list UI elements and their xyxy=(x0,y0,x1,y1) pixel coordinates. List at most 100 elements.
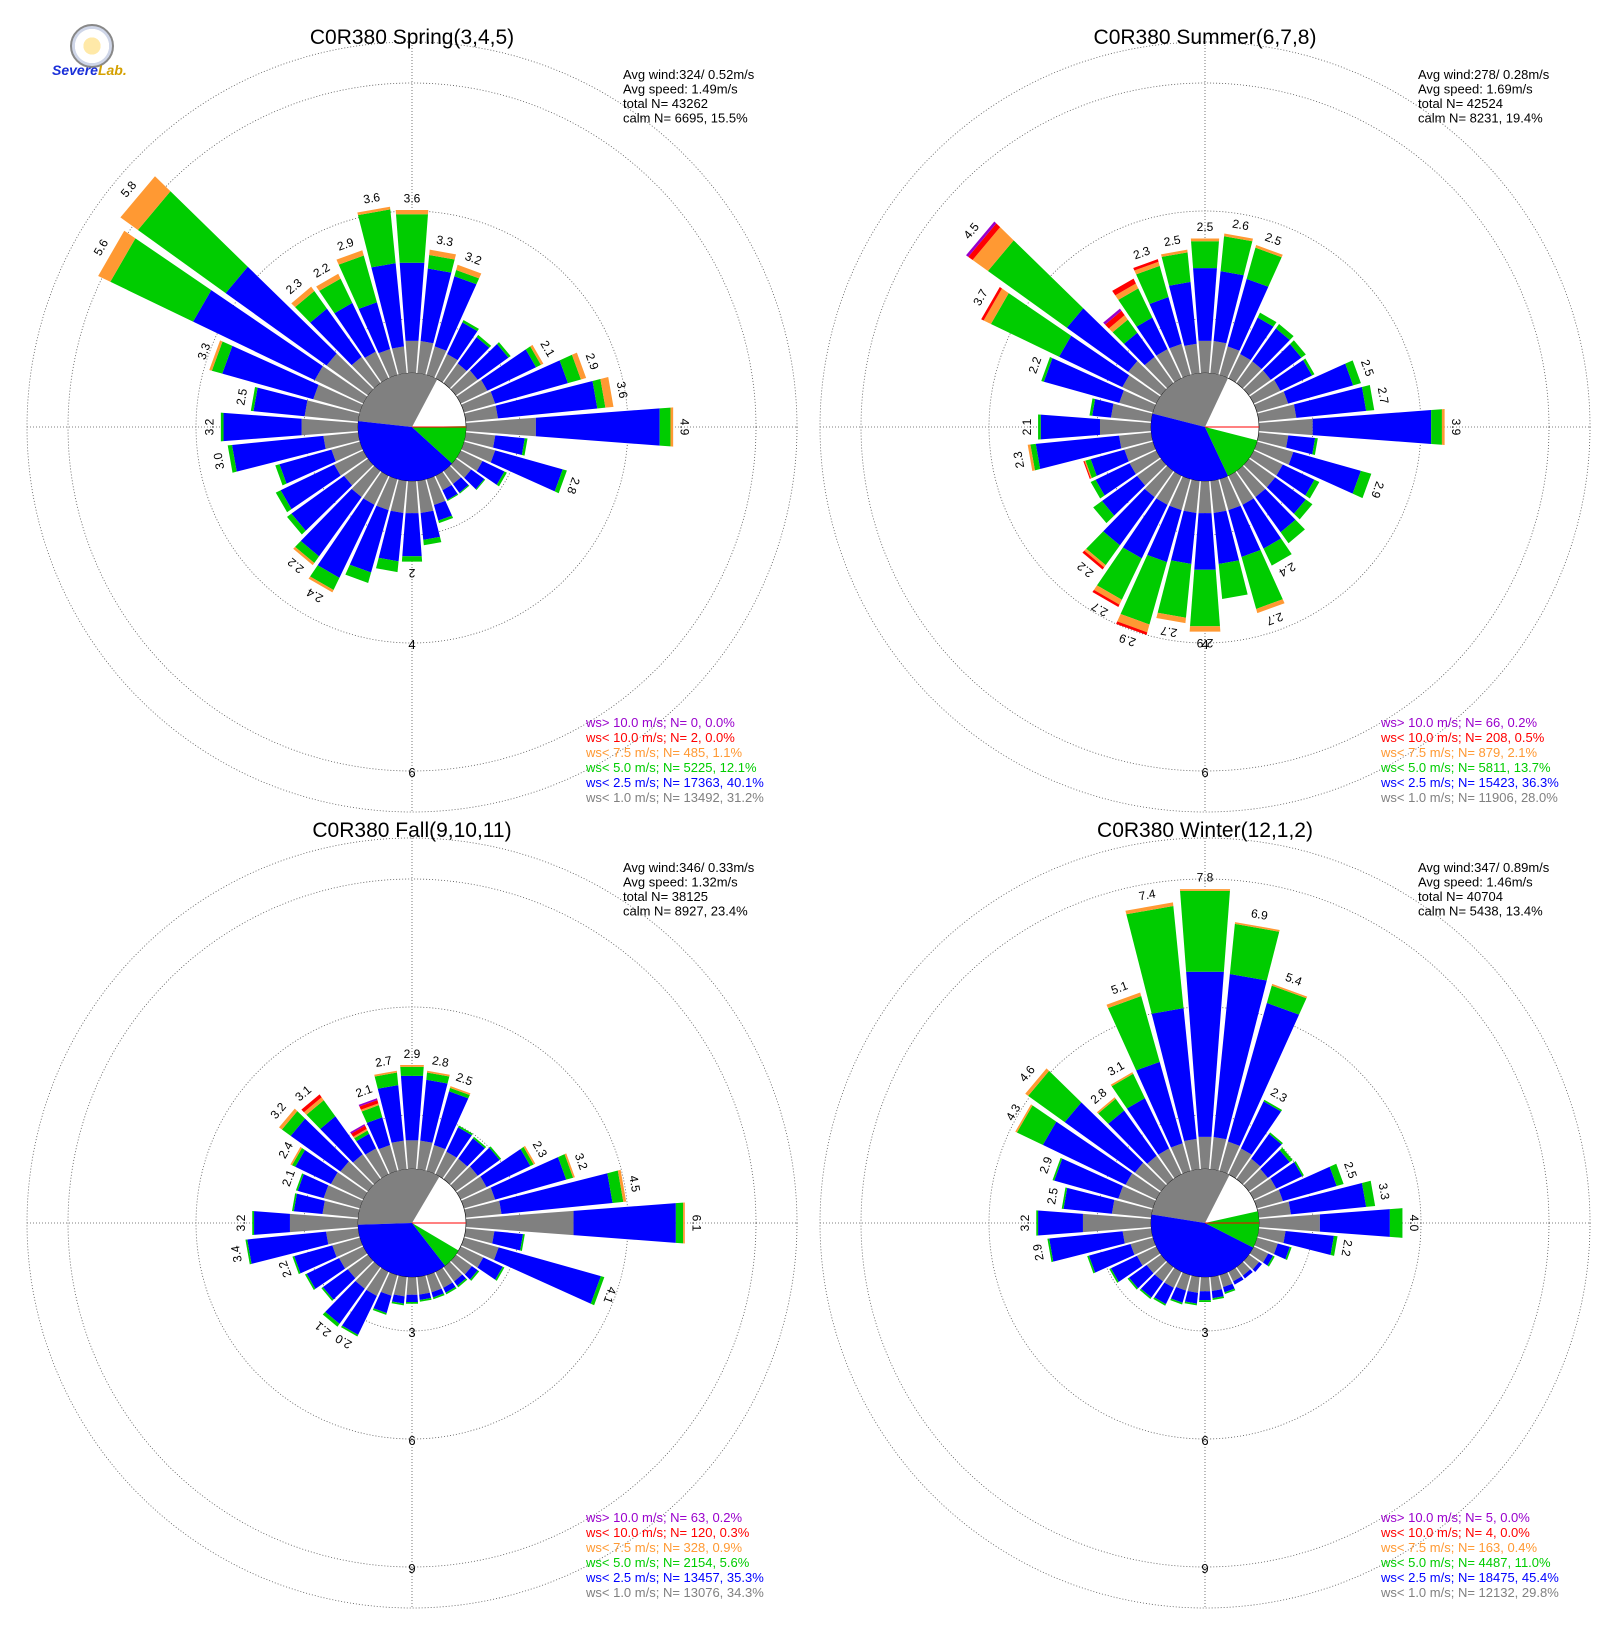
sector-bar-segment xyxy=(571,352,587,380)
sector-bar-segment xyxy=(1158,1148,1182,1179)
sector-bar-segment xyxy=(1190,569,1220,627)
sector-bar-segment xyxy=(1243,1168,1268,1192)
sector-bar-segment xyxy=(1101,475,1146,516)
sector-bar-segment xyxy=(461,1187,496,1209)
sector-bar-segment xyxy=(1093,585,1122,605)
sector-bar-segment xyxy=(1137,458,1167,486)
sector-bar-segment xyxy=(1133,259,1159,271)
sector-bar-segment xyxy=(417,1140,433,1171)
sector-bar-segment xyxy=(1184,343,1200,375)
sector-bar-segment xyxy=(1305,479,1320,499)
sector-bar-segment xyxy=(120,176,171,231)
sector-bar-segment xyxy=(400,1066,424,1076)
bar-label: 3.6 xyxy=(614,381,631,400)
sector-bar-segment xyxy=(1186,971,1224,1137)
windrose-panel: 2462.52.62.52.52.73.92.92.42.72.92.72.92… xyxy=(819,26,1591,813)
sector-bar-segment xyxy=(464,432,496,448)
sector-bar-segment xyxy=(457,1278,468,1288)
sector-bar-segment xyxy=(406,1294,418,1302)
bar-label: 2.0 xyxy=(333,1331,355,1352)
sector-bar-segment xyxy=(1084,460,1092,479)
sector-bar-segment xyxy=(1242,1269,1253,1279)
sector-bar-segment xyxy=(1262,1253,1274,1266)
sector-bar-segment xyxy=(1123,332,1155,366)
bar-label: 3.3 xyxy=(435,233,454,250)
legend-entry: ws< 10.0 m/s; N= 2, 0.0% xyxy=(585,730,735,745)
sector-bar-segment xyxy=(1262,344,1302,380)
bar-label: 2.6 xyxy=(1231,217,1250,234)
sector-bar-segment xyxy=(443,465,462,485)
sector-bar-segment xyxy=(1130,1237,1156,1255)
sector-bar-segment xyxy=(1266,477,1306,514)
sector-bar-segment xyxy=(1286,435,1316,455)
sector-bar-segment xyxy=(1228,1148,1252,1179)
sector-bar-segment xyxy=(1047,1238,1054,1263)
sector-bar-segment xyxy=(1258,1214,1320,1232)
sector-bar-segment xyxy=(1361,1180,1376,1207)
sector-bar-segment xyxy=(1224,233,1254,242)
sector-bar-segment xyxy=(374,1070,397,1077)
sector-bar-segment xyxy=(295,291,327,323)
sector-bar-segment xyxy=(306,1100,336,1129)
bar-label: 2.7 xyxy=(1375,386,1392,405)
sector-bar-segment xyxy=(352,1154,381,1185)
sector-bar-segment xyxy=(310,308,362,366)
sector-bar-segment xyxy=(1110,1072,1134,1087)
sector-bar-segment xyxy=(351,1125,367,1137)
sector-bar-segment xyxy=(350,1124,366,1134)
bar-label: 2.2 xyxy=(1338,1239,1355,1258)
sector-bar-segment xyxy=(456,1176,487,1200)
sector-bar-segment xyxy=(426,1272,442,1293)
sector-bar-segment xyxy=(323,1185,363,1209)
sector-bar-segment xyxy=(290,1146,302,1166)
legend-entry: ws< 2.5 m/s; N= 15423, 36.3% xyxy=(1380,775,1559,790)
sector-bar-segment xyxy=(400,1075,424,1141)
bar-label: 6.1 xyxy=(689,1215,703,1232)
sector-bar-segment xyxy=(1218,560,1248,599)
bar-label: 2.2 xyxy=(1026,355,1045,376)
sector-bar-segment xyxy=(435,354,458,383)
sector-bar-segment xyxy=(446,1127,472,1158)
sector-bar-segment xyxy=(314,366,368,404)
sector-bar-segment xyxy=(683,1202,685,1244)
calm-wedge-blue xyxy=(1151,413,1228,482)
ring-label: 3 xyxy=(1201,1325,1208,1340)
sector-bar-segment xyxy=(449,1087,470,1099)
stats-line: calm N= 8927, 23.4% xyxy=(623,904,748,919)
sector-bar-segment xyxy=(490,450,563,492)
sector-bar-segment xyxy=(250,386,258,412)
sector-bar-segment xyxy=(465,1210,574,1236)
sector-bar-segment xyxy=(1096,1097,1116,1114)
sector-bar-segment xyxy=(1254,391,1289,413)
bar-label: 2.2 xyxy=(276,1259,295,1280)
sector-bar-segment xyxy=(300,488,362,557)
bar-label: 2.5 xyxy=(454,1070,475,1089)
sector-bar-segment xyxy=(110,238,212,322)
legend-entry: ws> 10.0 m/s; N= 63, 0.2% xyxy=(585,1510,743,1525)
sector-bar-segment xyxy=(1144,465,1174,498)
sector-bar-segment xyxy=(1249,1246,1269,1263)
sector-bar-segment xyxy=(1271,983,1308,999)
sector-bar-segment xyxy=(521,438,528,456)
legend-entry: ws< 10.0 m/s; N= 120, 0.3% xyxy=(585,1525,750,1540)
sector-bar-segment xyxy=(456,264,482,279)
sector-bar-segment xyxy=(480,1148,531,1188)
sector-bar-segment xyxy=(310,565,340,591)
sector-bar-segment xyxy=(1156,612,1186,624)
sector-bar-segment xyxy=(1147,505,1182,563)
sector-bar-segment xyxy=(137,191,248,294)
sector-bar-segment xyxy=(363,471,389,505)
sector-bar-segment xyxy=(344,458,374,486)
sector-bar-segment xyxy=(1036,1210,1039,1236)
bar-label: 2.9 xyxy=(335,235,356,254)
sector-bar-segment xyxy=(1312,438,1318,456)
sector-bar-segment xyxy=(225,266,337,366)
sector-bar-segment xyxy=(293,546,315,566)
sector-bar-segment xyxy=(1233,1276,1244,1285)
sector-bar-segment xyxy=(1278,1166,1337,1202)
sector-bar-segment xyxy=(1112,319,1138,344)
sector-bar-segment xyxy=(278,1108,298,1130)
sector-bar-segment xyxy=(490,1157,567,1200)
stats-line: Avg wind:324/ 0.52m/s xyxy=(623,67,755,82)
sector-bar-segment xyxy=(659,407,671,447)
